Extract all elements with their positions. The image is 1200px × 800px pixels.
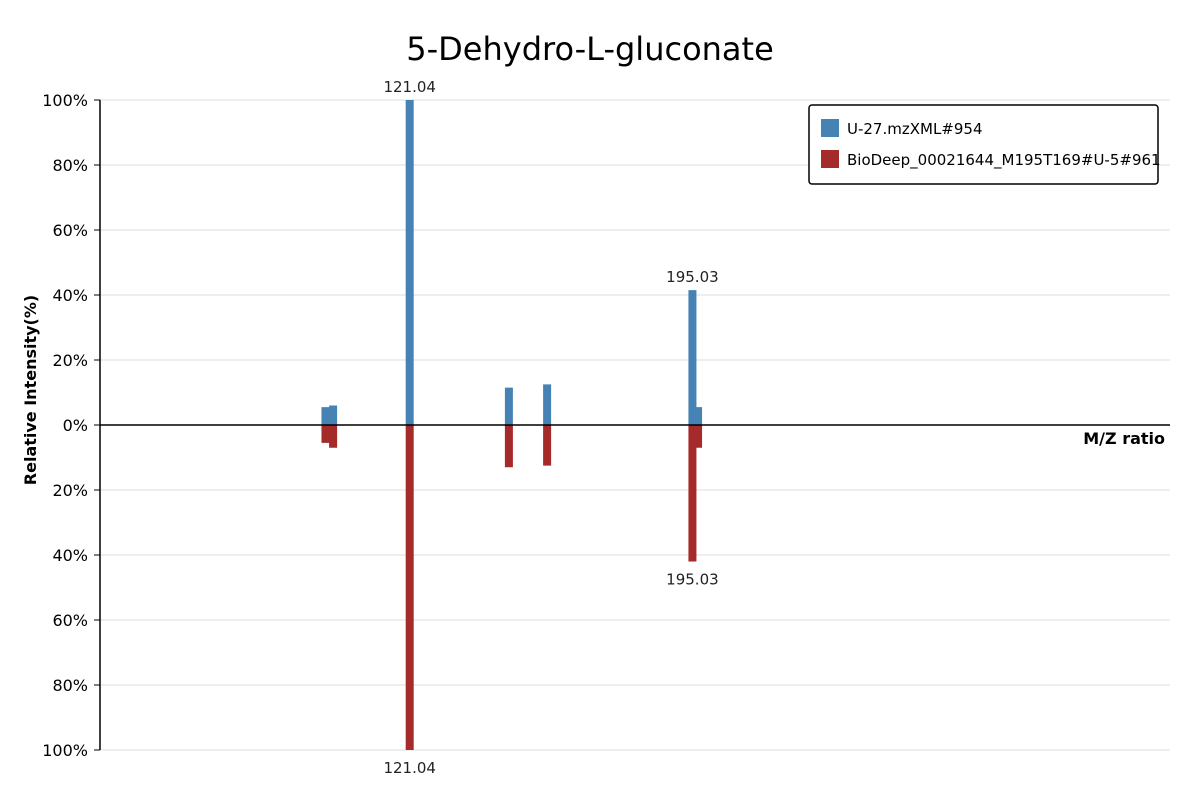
legend-swatch-reference (821, 150, 839, 168)
peak-label: 195.03 (666, 571, 719, 589)
y-tick-label: 40% (52, 286, 88, 305)
peak-bar (543, 384, 552, 425)
peak-bar (688, 425, 697, 562)
y-tick-label: 80% (52, 676, 88, 695)
y-tick-label: 100% (42, 741, 88, 760)
y-tick-label: 100% (42, 91, 88, 110)
y-tick-label: 20% (52, 481, 88, 500)
y-tick-label: 60% (52, 221, 88, 240)
peak-bar (504, 387, 513, 425)
legend-label-reference: BioDeep_00021644_M195T169#U-5#961 (847, 151, 1161, 170)
legend: U-27.mzXML#954 BioDeep_00021644_M195T169… (808, 104, 1161, 185)
peak-bar (329, 405, 338, 425)
chart-title: 5-Dehydro-L-gluconate (406, 30, 774, 68)
peak-bar (688, 290, 697, 425)
peak-bar (321, 425, 330, 443)
peak-bar (543, 425, 552, 466)
legend-swatch-query (821, 119, 839, 137)
peak-label: 121.04 (383, 78, 436, 96)
spectrum-bars (321, 100, 703, 750)
y-tick-label: 20% (52, 351, 88, 370)
peak-bar (694, 407, 703, 425)
y-tick-label: 40% (52, 546, 88, 565)
y-tick-label: 80% (52, 156, 88, 175)
peak-bar (329, 425, 338, 448)
peak-bar (321, 407, 330, 425)
x-axis-label: M/Z ratio (1083, 429, 1165, 448)
peak-bar (694, 425, 703, 448)
peak-bar (405, 425, 414, 750)
legend-label-query: U-27.mzXML#954 (847, 120, 983, 138)
peak-label: 195.03 (666, 268, 719, 286)
axes (99, 100, 1170, 750)
peak-bar (504, 425, 513, 468)
y-axis-label: Relative Intensity(%) (21, 295, 40, 485)
y-tick-label: 60% (52, 611, 88, 630)
peak-bar (405, 100, 414, 425)
y-tick-labels: 100% 80% 60% 40% 20% 0% 20% 40% 60% 80% 100% (42, 91, 100, 760)
peak-label: 121.04 (383, 759, 436, 777)
legend-box (808, 104, 1159, 185)
y-tick-label: 0% (63, 416, 88, 435)
peak-labels: 121.04 195.03 121.04 195.03 (383, 78, 718, 777)
